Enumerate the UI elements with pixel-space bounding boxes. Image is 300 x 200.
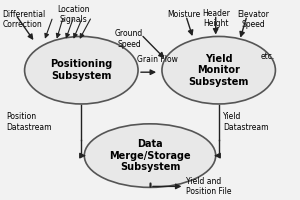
Text: Data
Merge/Storage
Subsystem: Data Merge/Storage Subsystem xyxy=(109,139,191,172)
Text: Yield
Monitor
Subsystem: Yield Monitor Subsystem xyxy=(188,54,249,87)
Text: Position
Datastream: Position Datastream xyxy=(7,112,52,132)
Text: Yield and
Position File: Yield and Position File xyxy=(186,177,231,196)
Ellipse shape xyxy=(84,124,216,187)
Text: Differential
Correction: Differential Correction xyxy=(2,10,45,29)
Text: etc.: etc. xyxy=(260,52,275,61)
Text: Positioning
Subsystem: Positioning Subsystem xyxy=(50,59,112,81)
Text: Grain Flow: Grain Flow xyxy=(136,55,177,64)
Text: Yield
Datastream: Yield Datastream xyxy=(223,112,269,132)
Text: Ground
Speed: Ground Speed xyxy=(115,29,143,49)
Ellipse shape xyxy=(25,36,138,104)
Ellipse shape xyxy=(162,36,275,104)
Text: Header
Height: Header Height xyxy=(202,9,230,28)
Text: Moisture: Moisture xyxy=(168,10,201,19)
Text: Location
Signals: Location Signals xyxy=(58,5,90,24)
Text: Elevator
Speed: Elevator Speed xyxy=(237,10,269,29)
